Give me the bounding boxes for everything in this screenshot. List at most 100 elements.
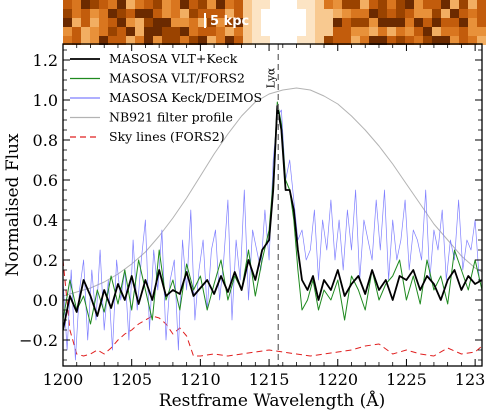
image-pixel — [261, 0, 270, 9]
image-pixel — [234, 27, 243, 36]
image-pixel — [117, 27, 126, 36]
image-pixel — [315, 9, 324, 18]
image-pixel — [198, 36, 207, 45]
image-pixel — [126, 18, 135, 27]
image-pixel — [234, 9, 243, 18]
image-pixel — [117, 36, 126, 45]
image-pixel — [162, 18, 171, 27]
image-pixel — [252, 27, 261, 36]
image-pixel — [414, 18, 423, 27]
image-pixel — [405, 27, 414, 36]
image-pixel — [135, 18, 144, 27]
image-pixel — [279, 27, 288, 36]
image-pixel — [351, 9, 360, 18]
image-pixel — [333, 36, 342, 45]
scale-bar: 5 kpc — [204, 13, 249, 29]
image-pixel — [477, 36, 486, 45]
image-pixel — [153, 36, 162, 45]
image-pixel — [144, 0, 153, 9]
image-pixel — [306, 18, 315, 27]
image-pixel — [234, 36, 243, 45]
lya-label: Lyα — [264, 67, 277, 88]
image-pixel — [324, 9, 333, 18]
image-pixel — [198, 27, 207, 36]
scale-bar-label: 5 kpc — [210, 14, 249, 29]
image-pixel — [387, 0, 396, 9]
image-pixel — [144, 36, 153, 45]
image-pixel — [180, 27, 189, 36]
image-pixel — [90, 36, 99, 45]
image-pixel — [315, 0, 324, 9]
image-pixel — [72, 0, 81, 9]
image-pixel — [378, 0, 387, 9]
legend-label: NB921 filter profile — [109, 110, 233, 125]
image-pixel — [333, 0, 342, 9]
image-pixel — [342, 18, 351, 27]
image-pixel — [351, 27, 360, 36]
image-pixel — [441, 9, 450, 18]
image-pixel — [297, 9, 306, 18]
image-pixel — [423, 0, 432, 9]
image-pixel — [63, 0, 72, 9]
image-pixel — [189, 36, 198, 45]
image-pixel — [378, 9, 387, 18]
image-pixel — [261, 27, 270, 36]
image-pixel — [414, 36, 423, 45]
x-axis-label: Restframe Wavelength (Å) — [159, 390, 385, 411]
image-pixel — [450, 27, 459, 36]
image-pixel — [252, 36, 261, 45]
image-pixel — [324, 0, 333, 9]
image-pixel — [108, 36, 117, 45]
image-pixel — [369, 0, 378, 9]
image-pixel — [99, 36, 108, 45]
image-pixel — [432, 36, 441, 45]
image-pixel — [378, 36, 387, 45]
y-tick-label: 0.8 — [33, 131, 58, 150]
image-pixel — [315, 18, 324, 27]
image-pixel — [243, 36, 252, 45]
image-pixel — [81, 18, 90, 27]
image-pixel — [81, 0, 90, 9]
image-pixel — [360, 27, 369, 36]
image-pixel — [225, 36, 234, 45]
image-pixel — [324, 36, 333, 45]
image-pixel — [378, 27, 387, 36]
image-pixel — [477, 18, 486, 27]
image-pixel — [207, 27, 216, 36]
image-pixel — [306, 27, 315, 36]
image-pixel — [279, 18, 288, 27]
image-pixel — [81, 27, 90, 36]
image-pixel — [90, 0, 99, 9]
image-pixel — [441, 27, 450, 36]
image-pixel — [414, 0, 423, 9]
image-pixel — [126, 9, 135, 18]
x-tick-label: 1220 — [317, 370, 358, 389]
image-pixel — [432, 27, 441, 36]
x-tick-label: 1215 — [249, 370, 290, 389]
image-pixel — [261, 9, 270, 18]
image-pixel — [216, 27, 225, 36]
image-pixel — [351, 36, 360, 45]
image-pixel — [477, 9, 486, 18]
image-pixel — [450, 9, 459, 18]
image-pixel — [99, 27, 108, 36]
image-pixel — [162, 27, 171, 36]
image-pixel — [432, 9, 441, 18]
image-pixel — [162, 0, 171, 9]
image-pixel — [243, 0, 252, 9]
image-pixel — [198, 9, 207, 18]
image-pixel — [126, 36, 135, 45]
image-pixel — [396, 9, 405, 18]
image-pixel — [279, 0, 288, 9]
image-pixel — [414, 27, 423, 36]
image-pixel — [450, 0, 459, 9]
image-pixel — [387, 9, 396, 18]
image-pixel — [468, 18, 477, 27]
image-pixel — [135, 36, 144, 45]
image-pixel — [279, 9, 288, 18]
series-line-sky-lines-fors2- — [63, 259, 482, 357]
x-tick-label: 1205 — [111, 370, 152, 389]
image-pixel — [198, 0, 207, 9]
image-pixel — [468, 36, 477, 45]
image-pixel — [459, 27, 468, 36]
